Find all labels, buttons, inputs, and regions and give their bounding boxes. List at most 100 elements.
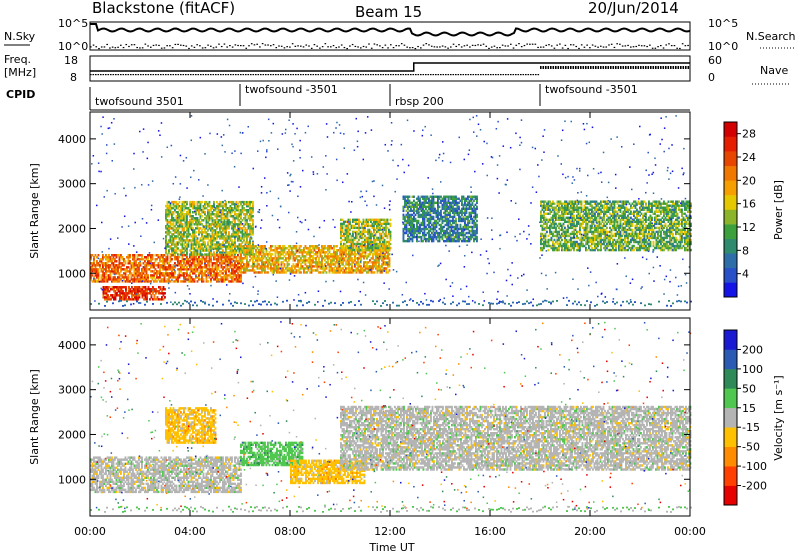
power-cell (190, 200, 193, 204)
nave-point (615, 66, 617, 69)
power-cell (109, 274, 112, 277)
power-cell (190, 268, 193, 271)
power-cell (199, 208, 202, 212)
power-cell (247, 215, 250, 218)
power-cell (108, 274, 110, 277)
power-cell (235, 268, 238, 271)
power-cell (234, 245, 236, 248)
power-cell (105, 276, 107, 279)
power-cell (201, 280, 203, 283)
nsearch-point (651, 47, 654, 49)
power-cell (321, 271, 323, 274)
power-cell (180, 280, 182, 283)
power-cell (378, 259, 380, 262)
power-cell (169, 204, 172, 208)
power-cell (135, 280, 137, 283)
power-cell (210, 223, 212, 226)
power-cell (145, 266, 148, 269)
power-cell (449, 225, 451, 229)
power-cell (238, 247, 241, 250)
power-cell (336, 261, 338, 264)
power-cell (217, 206, 220, 210)
power-cell (322, 251, 325, 254)
power-cell (196, 247, 199, 250)
power-cell (181, 272, 184, 275)
power-cell (408, 231, 411, 235)
power-cell (121, 256, 124, 259)
power-cell (189, 239, 191, 242)
power-cell (130, 264, 133, 267)
power-cell (276, 251, 278, 254)
nave-point (590, 66, 592, 69)
power-cell (294, 253, 296, 256)
power-cell (431, 223, 433, 227)
power-cell (371, 242, 374, 246)
power-cell (408, 195, 411, 198)
power-cell (470, 207, 472, 211)
power-cell (155, 288, 157, 291)
power-cell (235, 274, 238, 277)
power-cell (117, 272, 119, 275)
power-cell (444, 229, 447, 233)
power-cell (159, 288, 162, 291)
power-cell (137, 298, 139, 301)
power-cell (166, 225, 169, 228)
power-cell (137, 294, 139, 297)
power-cell (166, 204, 169, 208)
power-cell (138, 278, 140, 281)
power-cell (168, 215, 170, 218)
power-cell (474, 235, 477, 239)
power-cell (232, 264, 235, 267)
power-cell (449, 195, 451, 198)
power-cell (238, 213, 241, 216)
power-cell (432, 209, 435, 213)
power-cell (374, 242, 377, 246)
power-cell (172, 280, 175, 283)
power-cell (190, 276, 193, 279)
power-cell (447, 213, 450, 217)
power-cell (355, 263, 358, 266)
power-cell (431, 207, 433, 211)
power-cell (184, 280, 187, 283)
power-cell (96, 276, 98, 279)
power-cell (246, 233, 248, 236)
power-cell (425, 207, 427, 211)
power-cell (340, 236, 342, 240)
power-cell (404, 223, 406, 227)
power-cell (258, 253, 260, 256)
power-cell (165, 270, 167, 273)
power-cell (123, 296, 126, 299)
power-cell (420, 195, 423, 198)
power-cell (342, 261, 344, 264)
power-cell (120, 288, 123, 291)
power-cell (244, 251, 247, 254)
power-cell (205, 247, 208, 250)
power-cell (319, 255, 322, 258)
power-cell (431, 209, 433, 213)
power-cell (432, 207, 435, 211)
power-cell (441, 225, 444, 229)
power-cell (378, 263, 380, 266)
power-cell (249, 211, 251, 214)
power-cell (129, 256, 131, 259)
power-cell (213, 208, 215, 212)
power-cell (540, 232, 542, 236)
power-cell (189, 227, 191, 230)
power-cell (127, 276, 130, 279)
power-cell (132, 278, 134, 281)
power-cell (240, 211, 242, 214)
power-cell (383, 244, 386, 248)
power-cell (136, 276, 139, 279)
power-cell (106, 280, 109, 283)
nsearch-point (327, 46, 329, 48)
power-cell (473, 223, 475, 227)
power-cell (205, 202, 208, 206)
power-cell (344, 236, 347, 240)
power-cell (240, 215, 242, 218)
power-cell (358, 232, 360, 236)
power-cell (102, 278, 104, 281)
power-cell (216, 251, 218, 254)
power-cell (456, 225, 459, 229)
nave-point (225, 74, 227, 76)
power-cell (232, 270, 235, 273)
